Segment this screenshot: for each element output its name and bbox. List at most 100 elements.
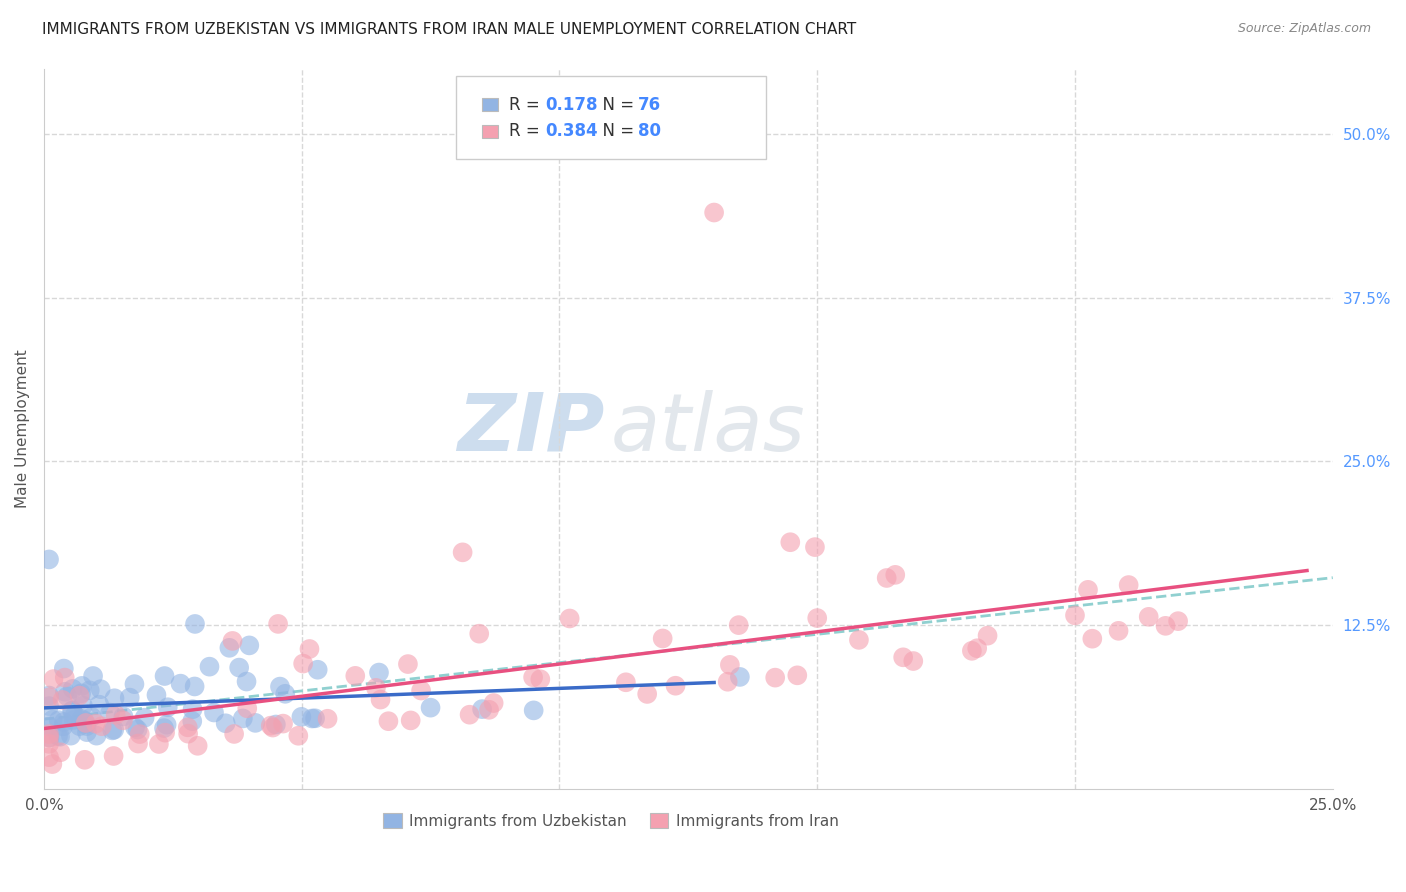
Point bbox=[73, 714, 96, 728]
Point bbox=[298, 642, 321, 657]
Point bbox=[763, 671, 786, 685]
Point bbox=[86, 729, 108, 743]
Point bbox=[274, 687, 297, 701]
Point bbox=[409, 683, 432, 698]
Point bbox=[103, 691, 125, 706]
Point bbox=[287, 729, 309, 743]
Point bbox=[145, 688, 167, 702]
Point bbox=[468, 626, 491, 640]
Point bbox=[153, 721, 176, 735]
Point bbox=[224, 727, 246, 741]
Point bbox=[703, 205, 725, 219]
Point bbox=[52, 719, 75, 733]
Point bbox=[127, 723, 149, 737]
Point bbox=[153, 669, 176, 683]
FancyBboxPatch shape bbox=[457, 76, 766, 159]
Point bbox=[38, 699, 60, 714]
Point bbox=[187, 739, 209, 753]
Legend: Immigrants from Uzbekistan, Immigrants from Iran: Immigrants from Uzbekistan, Immigrants f… bbox=[377, 807, 845, 835]
Point bbox=[728, 670, 751, 684]
Text: ZIP: ZIP bbox=[457, 390, 605, 467]
Point bbox=[103, 749, 125, 764]
Point bbox=[90, 719, 112, 733]
Point bbox=[307, 663, 329, 677]
Point bbox=[38, 731, 60, 745]
Point bbox=[370, 692, 392, 706]
Point bbox=[103, 723, 125, 737]
Point bbox=[52, 714, 75, 729]
FancyBboxPatch shape bbox=[482, 98, 498, 111]
Point bbox=[364, 681, 387, 695]
Point bbox=[1077, 582, 1099, 597]
Point bbox=[38, 750, 60, 764]
FancyBboxPatch shape bbox=[482, 125, 498, 137]
Point bbox=[245, 715, 267, 730]
Point bbox=[69, 719, 91, 733]
Point bbox=[262, 721, 284, 735]
Point bbox=[292, 657, 315, 671]
Text: atlas: atlas bbox=[612, 390, 806, 467]
Point bbox=[38, 737, 60, 751]
Point bbox=[876, 571, 898, 585]
Point bbox=[38, 690, 60, 705]
Point bbox=[84, 716, 107, 731]
Point bbox=[522, 670, 544, 684]
Point bbox=[63, 708, 86, 723]
Point bbox=[62, 713, 84, 727]
Point bbox=[717, 674, 740, 689]
Point bbox=[1081, 632, 1104, 646]
Point bbox=[903, 654, 925, 668]
Point bbox=[124, 677, 146, 691]
Point bbox=[76, 725, 98, 739]
Point bbox=[72, 698, 94, 713]
Point bbox=[976, 629, 998, 643]
Point bbox=[377, 714, 399, 729]
Point bbox=[1167, 614, 1189, 628]
Point bbox=[98, 706, 121, 720]
Point bbox=[779, 535, 801, 549]
Point bbox=[79, 683, 101, 698]
Point bbox=[238, 639, 260, 653]
Point bbox=[368, 665, 391, 680]
Point bbox=[396, 657, 419, 671]
Point bbox=[38, 552, 60, 566]
Point bbox=[75, 716, 97, 731]
Point bbox=[42, 713, 65, 727]
Point bbox=[218, 640, 240, 655]
Text: R =: R = bbox=[509, 122, 544, 140]
Point bbox=[269, 680, 291, 694]
Point bbox=[134, 711, 156, 725]
Point bbox=[73, 753, 96, 767]
Point bbox=[664, 679, 686, 693]
Point bbox=[236, 701, 259, 715]
Text: R =: R = bbox=[509, 95, 544, 113]
Point bbox=[235, 674, 257, 689]
Point bbox=[62, 703, 84, 717]
Text: 0.384: 0.384 bbox=[544, 122, 598, 140]
Point bbox=[214, 716, 236, 731]
Point bbox=[101, 723, 124, 738]
Point bbox=[38, 719, 60, 733]
Point bbox=[38, 727, 60, 741]
Point bbox=[523, 703, 546, 717]
Point bbox=[60, 704, 83, 718]
Point bbox=[75, 716, 97, 731]
Point bbox=[232, 711, 254, 725]
Point bbox=[70, 712, 93, 726]
Point bbox=[156, 717, 179, 731]
Point bbox=[70, 686, 93, 700]
Point bbox=[51, 693, 73, 707]
Point bbox=[221, 634, 243, 648]
Point bbox=[127, 737, 149, 751]
Point bbox=[52, 662, 75, 676]
Point bbox=[304, 711, 326, 725]
Point bbox=[76, 719, 98, 733]
Point bbox=[177, 727, 200, 741]
Text: 0.178: 0.178 bbox=[544, 95, 598, 113]
Point bbox=[482, 696, 505, 710]
Point bbox=[89, 698, 111, 712]
Point bbox=[301, 711, 323, 725]
Point bbox=[1064, 608, 1087, 623]
Point bbox=[38, 731, 60, 745]
Point bbox=[804, 540, 827, 554]
